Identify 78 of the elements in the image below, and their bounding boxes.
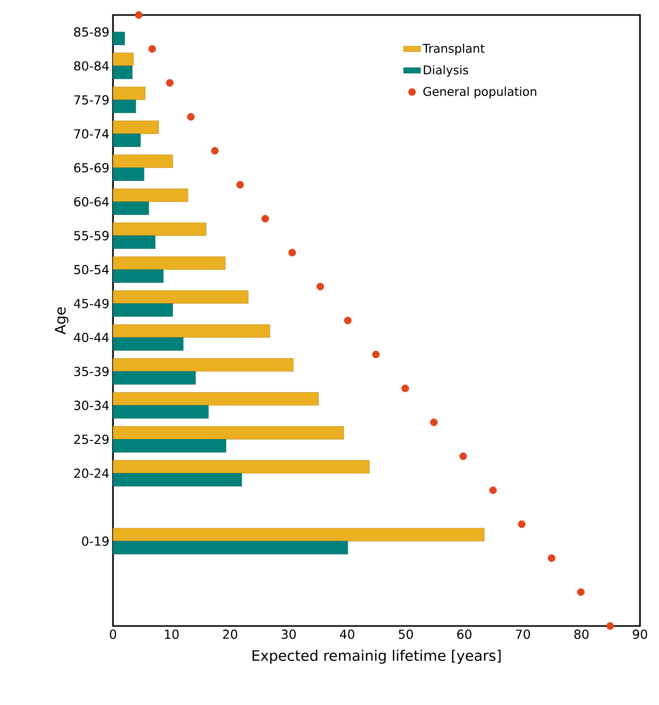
bar [112,86,146,100]
point [134,11,143,19]
bar [112,473,242,486]
bar [112,32,125,46]
bar [112,52,134,66]
y-tick-label: 30-34 [74,400,109,410]
y-tick-label: 40-44 [74,332,109,342]
bar [112,405,209,419]
x-tick-label: 10 [165,630,179,639]
bar [112,324,270,338]
y-tick-label: 50-54 [74,264,109,274]
y-tick-label: 65-69 [74,163,109,172]
bar [112,100,136,114]
x-tick-label: 70 [516,630,530,639]
bar [112,392,319,406]
point [489,486,497,494]
bar [112,256,226,270]
bar [112,202,149,215]
x-tick-label: 50 [398,630,413,639]
point [344,316,352,324]
x-tick-label: 40 [340,630,354,639]
bar [112,528,484,542]
y-tick-label: 35-39 [74,366,109,376]
bar [112,460,370,474]
point [166,79,174,87]
point [316,282,324,290]
x-axis-title: Expected remainig lifetime [years] [252,650,501,664]
y-axis-title: Age [54,307,68,334]
bar [112,188,188,202]
y-tick-label: 20-24 [74,468,109,478]
y-tick-label: 55-59 [74,230,109,240]
bar [112,222,206,236]
legend-label: Transplant [422,44,485,56]
y-tick-label: 25-29 [74,434,109,444]
bar [112,269,164,283]
point [187,113,195,121]
legend-label: General population [423,86,536,98]
point [518,520,526,528]
x-tick-label: 80 [574,630,589,639]
y-tick-label: 60-64 [74,196,109,206]
bar [112,540,348,554]
bar [112,66,132,80]
point [459,452,467,460]
y-tick-label: 85-89 [74,27,109,37]
bar [112,426,344,440]
y-tick-label: 0-19 [82,536,109,546]
point [430,418,438,426]
bar [112,290,248,304]
y-tick-label: 75-79 [74,95,109,105]
point [148,45,156,53]
bar [112,168,144,181]
point [288,248,296,256]
legend-label: Dialysis [424,65,468,77]
y-tick-label: 80-84 [74,61,109,71]
bar [112,371,196,385]
point [606,622,614,630]
point [401,384,409,392]
bar [112,134,141,147]
bar [112,154,173,168]
point [211,146,219,155]
bar [112,439,226,452]
point [372,350,380,358]
bar [112,235,156,249]
y-tick-label: 45-49 [74,298,109,308]
bar [112,120,159,134]
y-tick-label: 70-74 [74,129,109,139]
x-tick-label: 90 [632,630,648,639]
x-tick-label: 60 [457,630,472,639]
point [261,214,270,222]
x-tick-label: 20 [223,630,238,639]
x-tick-label: 0 [110,630,116,639]
bar [112,303,173,317]
bar [112,337,184,351]
point [577,588,585,596]
bar [112,358,294,372]
point [548,554,556,562]
point [236,180,244,189]
x-tick-label: 30 [282,630,296,639]
